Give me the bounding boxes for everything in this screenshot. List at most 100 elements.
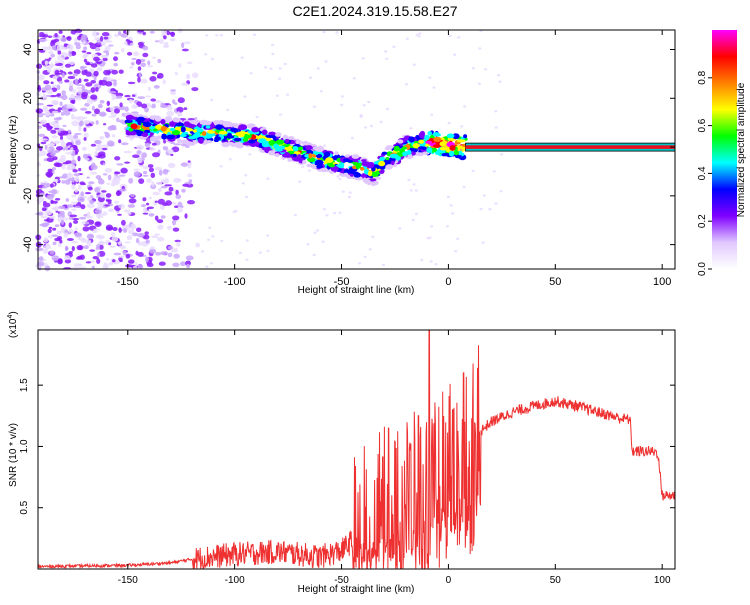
noise-dot [232, 210, 236, 214]
noise-dot [175, 189, 179, 196]
noise-dot [61, 90, 66, 96]
x-tick-label: 100 [653, 276, 671, 288]
noise-dot [56, 45, 61, 51]
noise-dot [494, 126, 498, 129]
signal-dot [201, 131, 207, 136]
noise-dot [103, 36, 109, 40]
noise-dot [49, 121, 57, 126]
y-tick-label: -20 [22, 188, 34, 204]
noise-dot [151, 181, 155, 187]
noise-dot [187, 160, 191, 163]
noise-dot [95, 234, 103, 239]
noise-dot [55, 94, 61, 97]
noise-dot [56, 146, 63, 151]
noise-dot [100, 55, 108, 58]
noise-dot [352, 77, 356, 80]
noise-dot [47, 146, 55, 153]
noise-dot [75, 140, 81, 146]
noise-dot [94, 37, 100, 41]
noise-dot [167, 246, 174, 250]
noise-dot [115, 92, 124, 97]
noise-dot [104, 168, 113, 173]
noise-dot [185, 260, 192, 266]
signal-dot [160, 119, 166, 125]
noise-dot [95, 221, 101, 226]
noise-dot [78, 167, 82, 172]
noise-dot [361, 57, 365, 60]
noise-dot [118, 139, 122, 144]
noise-dot [56, 230, 63, 235]
noise-dot [74, 151, 78, 155]
signal-dot [199, 121, 209, 125]
noise-dot [160, 185, 168, 189]
noise-dot [497, 74, 501, 77]
noise-dot [38, 113, 46, 116]
signal-dot [363, 168, 369, 175]
noise-dot [35, 247, 44, 252]
noise-dot [111, 95, 116, 101]
noise-dot [37, 74, 45, 81]
noise-dot [94, 208, 103, 215]
noise-dot [66, 238, 74, 241]
noise-dot [357, 262, 362, 265]
noise-dot [137, 251, 144, 257]
x-tick-label: 50 [549, 276, 561, 288]
noise-dot [116, 163, 124, 166]
spectrogram-x-label: Height of straight line (km) [298, 285, 415, 296]
noise-dot [36, 161, 41, 167]
noise-dot [187, 118, 196, 121]
x-tick-label: 100 [654, 575, 671, 586]
signal-dot [415, 135, 420, 140]
noise-dot [405, 37, 409, 40]
noise-dot [114, 171, 121, 175]
noise-dot [136, 227, 142, 233]
noise-dot [359, 114, 363, 117]
noise-dot [228, 158, 232, 161]
noise-dot [59, 135, 64, 141]
noise-dot [80, 36, 84, 43]
noise-dot [175, 194, 182, 200]
noise-dot [112, 227, 118, 231]
signal-dot [297, 154, 302, 159]
signal-dot [153, 128, 158, 132]
signal-dot [342, 158, 350, 162]
noise-dot [156, 236, 165, 242]
signal-dot [169, 127, 176, 132]
noise-dot [84, 192, 92, 195]
noise-dot [369, 124, 373, 128]
noise-dot [63, 111, 71, 116]
noise-dot [40, 141, 47, 145]
noise-dot [89, 61, 94, 65]
signal-dot [295, 139, 301, 145]
noise-dot [264, 66, 268, 69]
signal-dot [305, 145, 313, 151]
snr-series-line [38, 330, 675, 569]
noise-dot [43, 237, 49, 243]
noise-dot [83, 78, 89, 82]
noise-dot [172, 215, 180, 221]
signal-dot [233, 137, 242, 142]
noise-dot [77, 197, 85, 203]
noise-dot [83, 127, 87, 132]
noise-dot [121, 219, 126, 226]
noise-dot [77, 91, 82, 95]
snr-frame [37, 329, 676, 570]
noise-dot [80, 183, 87, 186]
noise-dot [142, 174, 149, 177]
noise-dot [46, 157, 55, 163]
noise-dot [183, 107, 188, 110]
noise-dot [95, 147, 103, 152]
noise-dot [98, 213, 104, 219]
noise-dot [40, 215, 48, 219]
noise-dot [151, 142, 157, 146]
noise-dot [52, 167, 56, 171]
noise-dot [179, 261, 187, 267]
noise-dot [71, 217, 80, 221]
noise-dot [46, 147, 50, 151]
noise-dot [113, 62, 118, 67]
noise-dot [66, 173, 74, 178]
noise-dot [293, 213, 297, 217]
noise-dot [48, 194, 55, 198]
noise-dot [163, 41, 169, 48]
signal-dot [401, 146, 408, 150]
